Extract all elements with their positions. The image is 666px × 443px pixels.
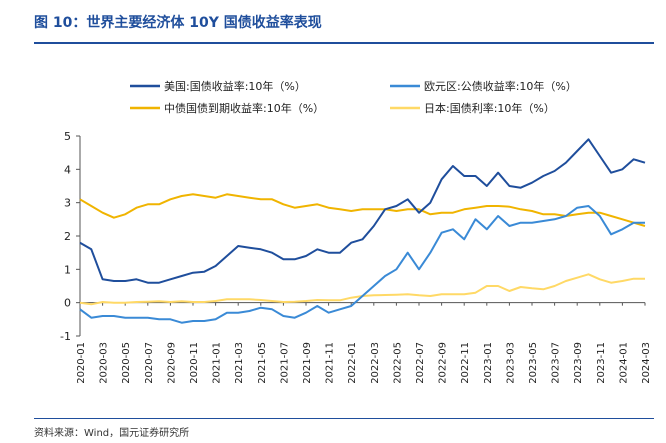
series-line-3 <box>79 193 646 227</box>
plot-area <box>79 138 646 324</box>
x-tick-label: 2020-05 <box>121 342 132 384</box>
x-tick-label: 2022-03 <box>370 342 381 384</box>
source-note: 资料来源：Wind，国元证券研究所 <box>34 428 190 439</box>
x-tick-label: 2020-03 <box>99 342 110 384</box>
series-line-2 <box>79 205 645 324</box>
y-tick-label: -1 <box>60 330 71 343</box>
x-tick-label: 2023-07 <box>551 342 562 384</box>
x-tick-label: 2022-09 <box>438 342 449 384</box>
legend-label-2: 欧元区:公债收益率:10年（%） <box>424 79 577 93</box>
y-tick-label: 5 <box>64 130 71 143</box>
y-tick-label: 3 <box>64 197 71 210</box>
series-line-4 <box>79 273 645 306</box>
x-tick-label: 2021-11 <box>325 342 336 384</box>
x-tick-label: 2020-11 <box>189 342 200 384</box>
y-tick-label: 0 <box>64 297 71 310</box>
x-tick-label: 2023-09 <box>573 342 584 384</box>
x-tick-label: 2022-05 <box>392 342 403 384</box>
x-tick-label: 2021-03 <box>234 342 245 384</box>
x-tick-label: 2023-11 <box>596 342 607 384</box>
x-tick-label: 2022-01 <box>347 342 358 384</box>
x-tick-label: 2021-07 <box>279 342 290 384</box>
legend-label-4: 日本:国债利率:10年（%） <box>424 101 555 115</box>
source-rule <box>34 418 654 419</box>
legend-label-3: 中债国债到期收益率:10年（%） <box>164 101 324 115</box>
x-tick-label: 2020-07 <box>144 342 155 384</box>
y-tick-label: 4 <box>64 163 71 176</box>
y-tick-label: 2 <box>64 230 71 243</box>
chart-legend: 美国:国债收益率:10年（%） 欧元区:公债收益率:10年（%） 中债国债到期收益率… <box>130 79 577 115</box>
x-tick-label: 2021-09 <box>302 342 313 384</box>
x-tick-label: 2021-01 <box>212 342 223 384</box>
x-axis: 2020-01 2020-03 2020-05 2020-07 2020-09 2020-… <box>76 302 652 384</box>
x-tick-label: 2021-05 <box>257 342 268 384</box>
y-tick-label: 1 <box>64 263 71 276</box>
x-tick-label: 2020-01 <box>76 342 87 384</box>
title-rule <box>34 42 654 44</box>
x-tick-label: 2024-01 <box>618 342 629 384</box>
figure-title: 图 10：世界主要经济体 10Y 国债收益率表现 <box>34 15 322 31</box>
x-tick-label: 2020-09 <box>166 342 177 384</box>
x-tick-label: 2023-05 <box>528 342 539 384</box>
x-tick-label: 2022-07 <box>415 342 426 384</box>
series-line-1 <box>79 138 646 284</box>
x-tick-label: 2024-03 <box>641 342 652 384</box>
x-tick-label: 2022-11 <box>460 342 471 384</box>
y-axis: -1 0 1 2 3 4 5 <box>60 130 81 343</box>
x-tick-label: 2023-03 <box>505 342 516 384</box>
legend-label-1: 美国:国债收益率:10年（%） <box>164 79 306 93</box>
x-tick-label: 2023-01 <box>483 342 494 384</box>
